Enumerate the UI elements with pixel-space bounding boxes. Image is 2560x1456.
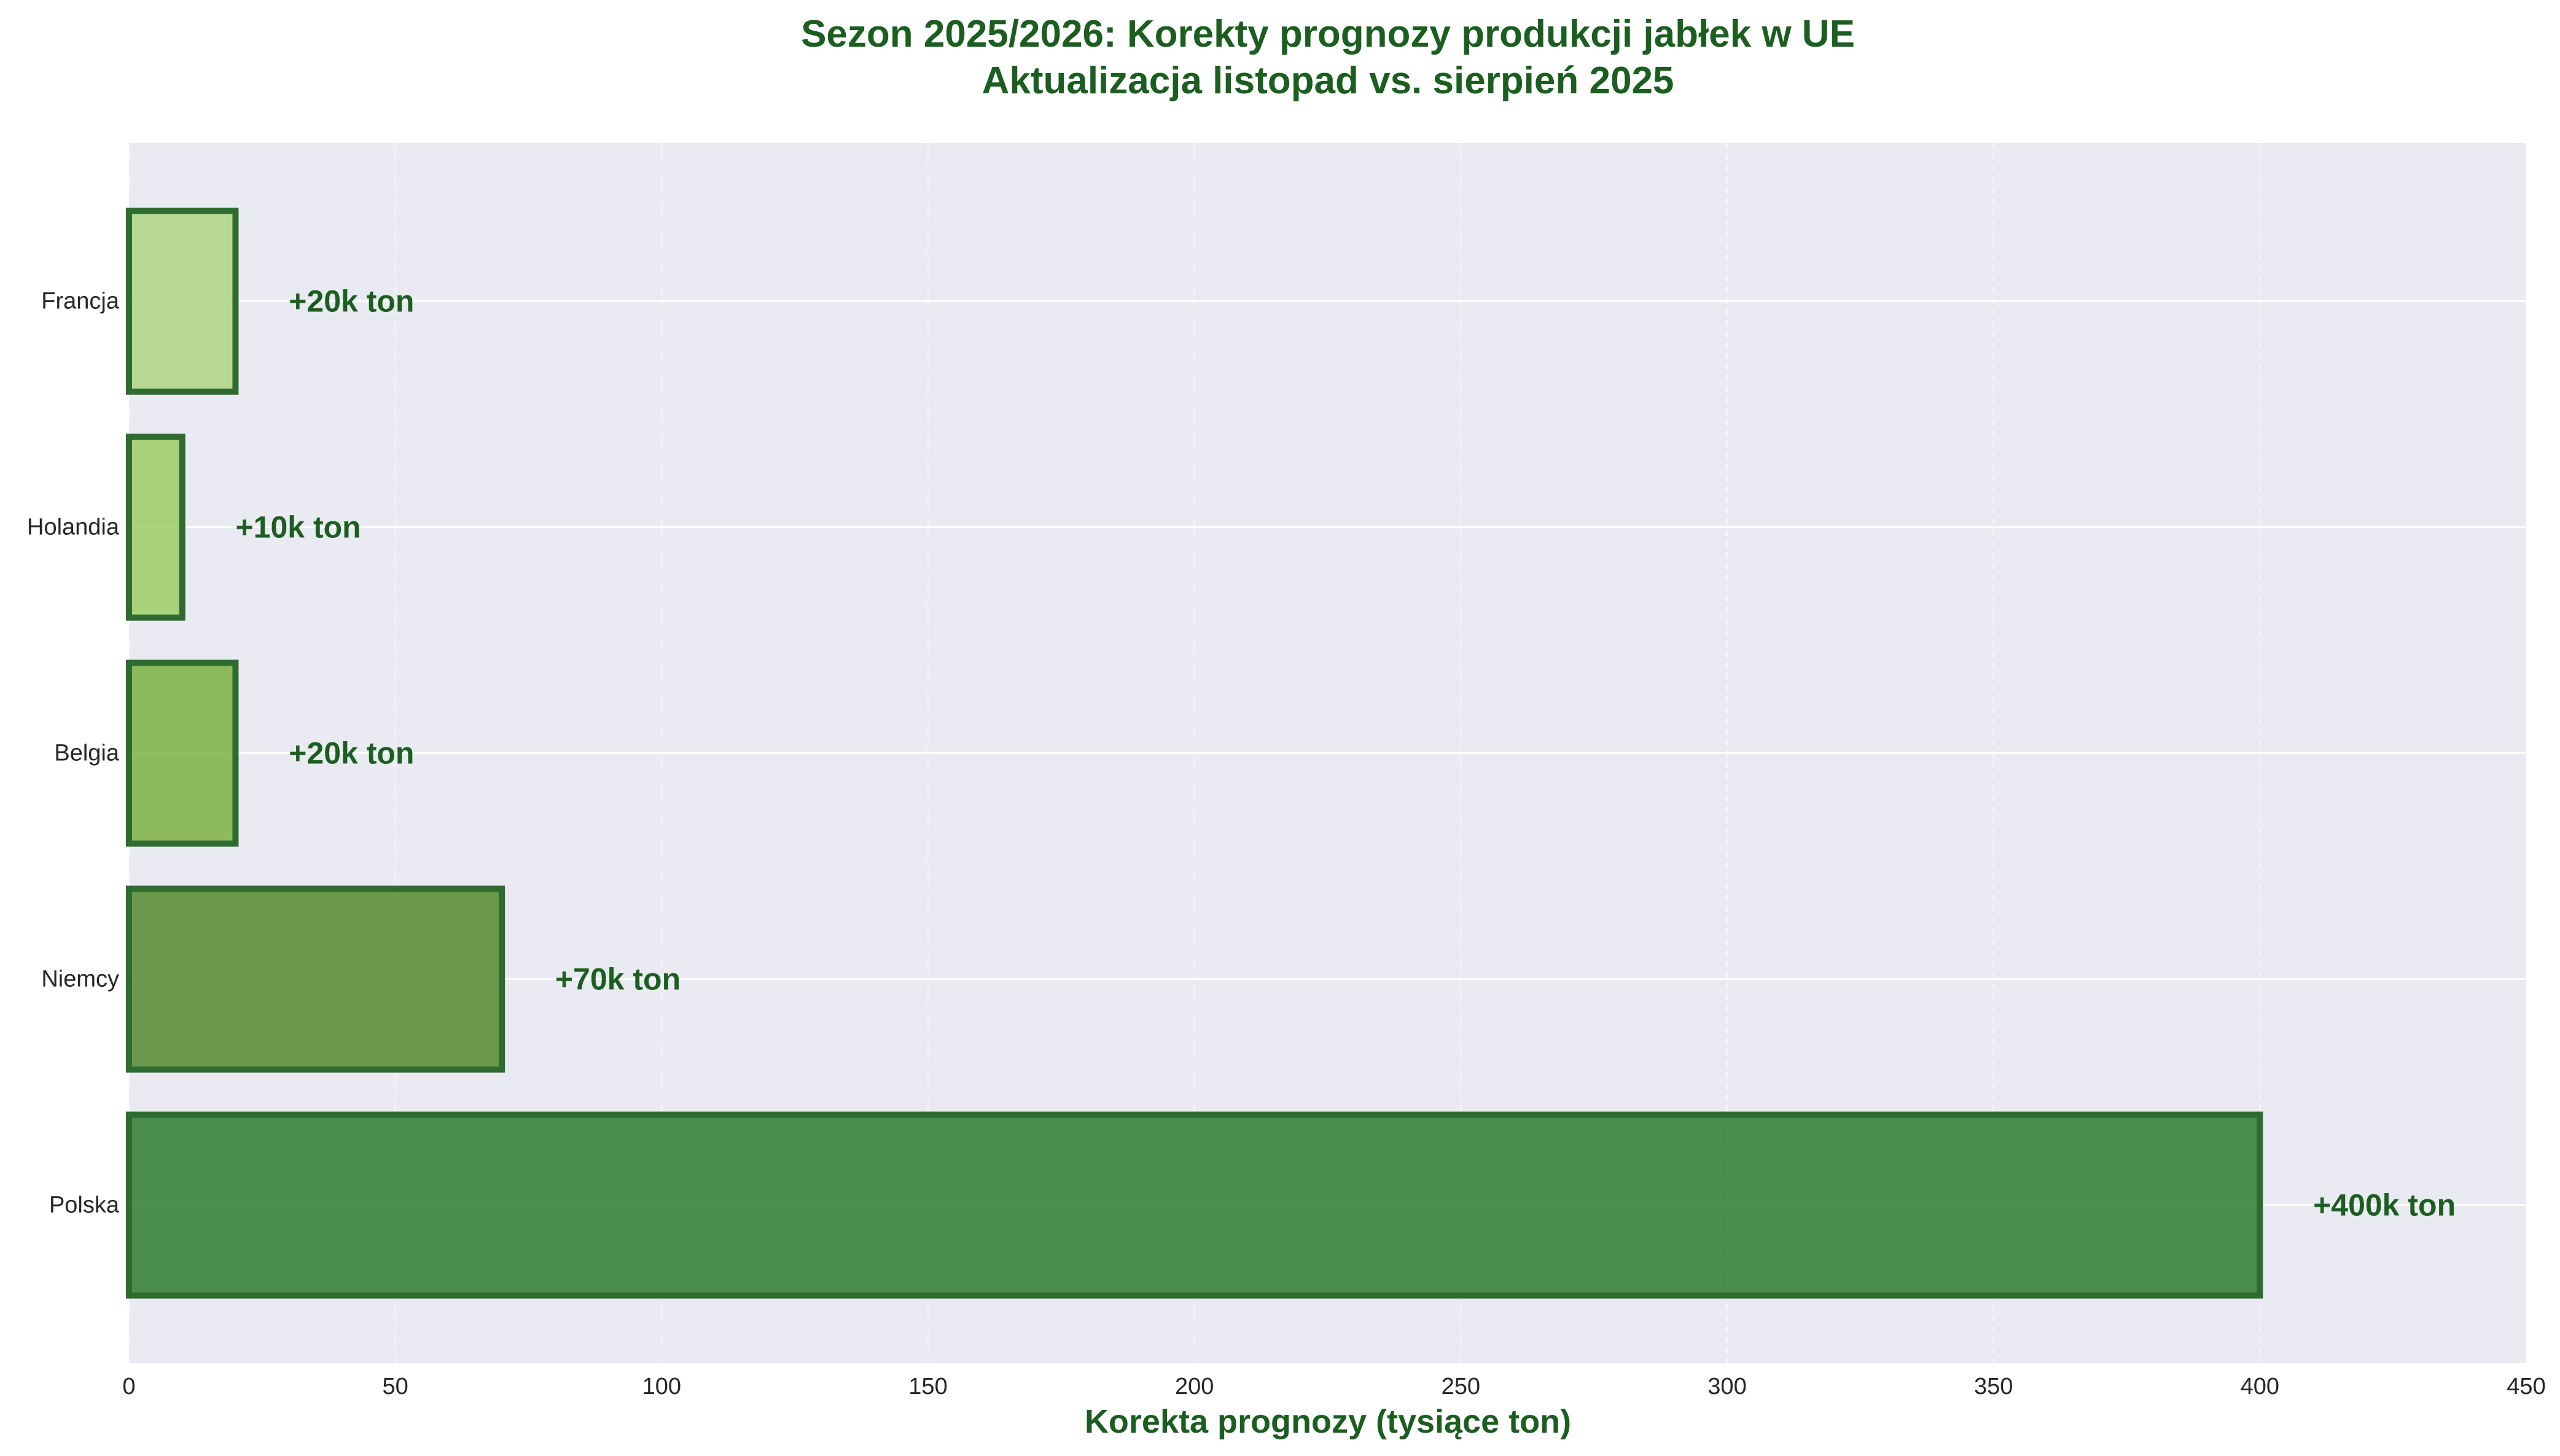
x-tick-label: 100 (642, 1374, 681, 1400)
data-label-polska: +400k ton (2313, 1188, 2456, 1222)
chart-title: Sezon 2025/2026: Korekty prognozy produk… (801, 13, 1855, 55)
bars (126, 208, 2263, 1299)
data-label-francja: +20k ton (289, 284, 414, 319)
x-axis-ticks: 0 50 100 150 200 250 300 350 400 450 (122, 1374, 2545, 1400)
bar-holandia (126, 434, 185, 621)
bar-francja (126, 208, 239, 395)
x-tick-label: 150 (908, 1374, 947, 1400)
y-tick-label: Niemcy (41, 966, 119, 992)
bar-polska (126, 1111, 2263, 1299)
data-label-holandia: +10k ton (235, 510, 361, 545)
x-tick-label: 200 (1175, 1374, 1214, 1400)
data-labels: +400k ton +70k ton +20k ton +10k ton +20k to… (235, 284, 2456, 1223)
y-tick-label: Francja (41, 289, 120, 314)
y-axis-ticks: Polska Niemcy Belgia Holandia Francja (27, 289, 120, 1218)
y-tick-label: Holandia (27, 515, 120, 540)
x-tick-label: 350 (1974, 1374, 2013, 1400)
y-tick-label: Belgia (54, 741, 119, 766)
data-label-belgia: +20k ton (289, 736, 414, 771)
x-tick-label: 250 (1442, 1374, 1480, 1400)
x-tick-label: 50 (383, 1374, 408, 1400)
chart-subtitle: Aktualizacja listopad vs. sierpień 2025 (982, 60, 1674, 102)
x-axis-label: Korekta prognozy (tysiące ton) (1085, 1403, 1571, 1440)
x-tick-label: 0 (122, 1374, 135, 1400)
data-label-niemcy: +70k ton (555, 962, 681, 996)
bar-niemcy (126, 886, 505, 1073)
bar-belgia (126, 660, 239, 847)
x-tick-label: 400 (2241, 1374, 2279, 1400)
y-tick-label: Polska (49, 1192, 120, 1218)
x-tick-label: 450 (2507, 1374, 2545, 1400)
x-tick-label: 300 (1707, 1374, 1746, 1400)
